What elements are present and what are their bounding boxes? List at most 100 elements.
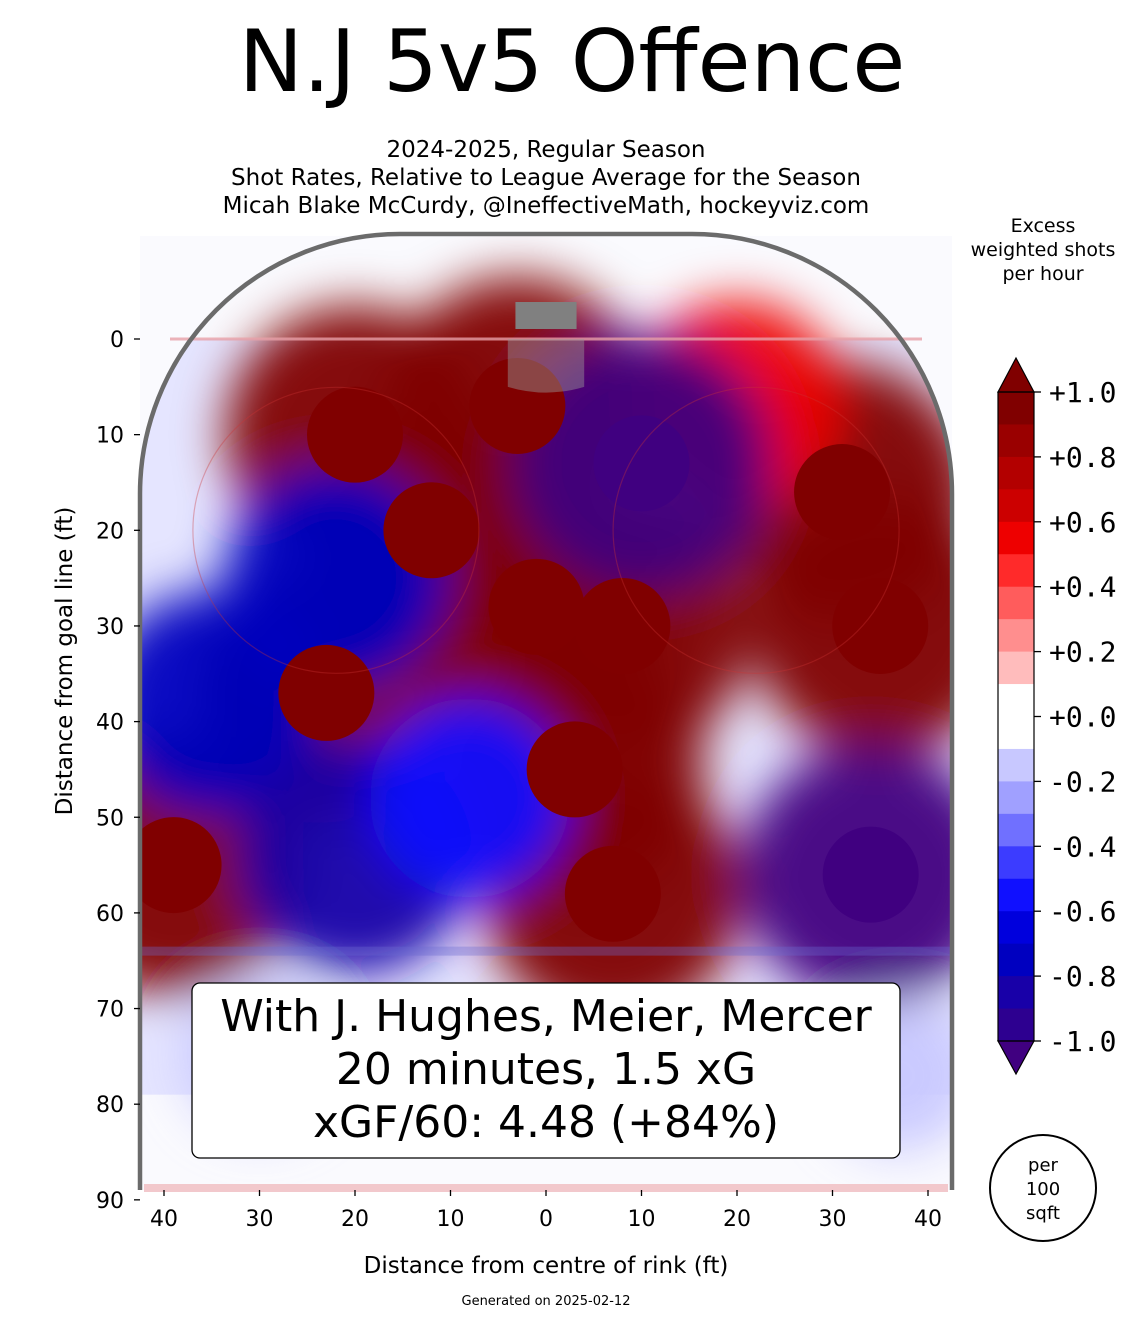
y-tick-label: 70: [96, 998, 124, 1023]
x-tick-label: 20: [341, 1207, 369, 1232]
y-tick-label: 10: [96, 424, 124, 449]
goal-crease: [507, 339, 585, 393]
x-tick-label: 0: [539, 1207, 553, 1232]
heat-core: [593, 415, 690, 512]
colorbar-tick-label: -0.4: [1049, 830, 1116, 863]
colorbar-band: [998, 521, 1034, 555]
colorbar-tick-label: -0.6: [1049, 895, 1116, 928]
annotation-line-minutes: 20 minutes, 1.5 xG: [336, 1044, 756, 1095]
colorbar-title-line-3: per hour: [1002, 263, 1084, 285]
colorbar-band: [998, 781, 1034, 815]
heatmap-layer: [140, 275, 952, 1152]
colorbar-band: [998, 748, 1034, 782]
x-axis-label: Distance from centre of rink (ft): [364, 1253, 729, 1279]
goal-net: [515, 302, 577, 329]
colorbar-tick-label: +0.2: [1049, 636, 1116, 669]
annotation-line-xgf: xGF/60: 4.48 (+84%): [313, 1097, 779, 1148]
colorbar-band: [998, 392, 1034, 426]
heat-core: [574, 577, 671, 674]
colorbar-band: [998, 586, 1034, 620]
y-tick-label: 90: [96, 1189, 124, 1214]
faceoff-circle-right: [612, 386, 900, 674]
colorbar-band: [998, 619, 1034, 653]
y-axis-label: Distance from goal line (ft): [52, 507, 78, 816]
y-tick-label: 40: [96, 711, 124, 736]
heat-region: [140, 590, 324, 815]
subtitle-line-author: Micah Blake McCurdy, @IneffectiveMath, h…: [222, 193, 870, 219]
subtitle-line-metric: Shot Rates, Relative to League Average f…: [231, 165, 861, 191]
heat-core: [564, 845, 661, 942]
colorbar-title-line-1: Excess: [1010, 215, 1076, 237]
subtitle-line-season: 2024-2025, Regular Season: [386, 137, 706, 163]
colorbar: +1.0 +0.8 +0.6 +0.4 +0.2 +0.0 -0.2 -0.4 -0.6 -0.8…: [996, 356, 1116, 1076]
y-tick-label: 20: [96, 519, 124, 544]
colorbar-band: [998, 911, 1034, 945]
scale-note: per 100 sqft: [989, 1134, 1097, 1242]
colorbar-band: [998, 716, 1034, 750]
heat-core: [383, 482, 480, 579]
heat-region: [369, 698, 570, 899]
colorbar-band: [998, 456, 1034, 490]
y-tick-label: 80: [96, 1093, 124, 1118]
colorbar-band: [998, 878, 1034, 912]
x-tick-label: 10: [628, 1207, 656, 1232]
colorbar-band: [998, 684, 1034, 718]
heat-core: [140, 817, 222, 914]
annotation-line-players: With J. Hughes, Meier, Mercer: [220, 991, 872, 1042]
colorbar-tick-label: -0.8: [1049, 960, 1116, 993]
y-tick-label: 0: [110, 328, 124, 353]
colorbar-band: [998, 489, 1034, 523]
heat-core: [822, 826, 919, 923]
scale-note-line-1: per: [1028, 1155, 1059, 1176]
scale-note-line-2: 100: [1026, 1179, 1060, 1200]
colorbar-band: [998, 651, 1034, 685]
x-tick-label: 40: [914, 1207, 942, 1232]
colorbar-tick-label: -0.2: [1049, 765, 1116, 798]
y-tick-label: 50: [96, 806, 124, 831]
colorbar-tick-label: -1.0: [1049, 1025, 1116, 1058]
colorbar-title-line-2: weighted shots: [970, 239, 1116, 261]
rink-boards: [137, 231, 955, 1190]
colorbar-band: [998, 846, 1034, 880]
y-tick-label: 60: [96, 902, 124, 927]
faceoff-circle-left: [192, 386, 480, 674]
colorbar-band: [998, 1008, 1034, 1042]
colorbar-band: [998, 976, 1034, 1010]
x-tick-label: 40: [150, 1207, 178, 1232]
colorbar-tick-label: +0.8: [1049, 441, 1116, 474]
generated-footer: Generated on 2025-02-12: [461, 1294, 631, 1309]
x-tick-label: 30: [819, 1207, 847, 1232]
heat-core: [469, 357, 566, 454]
heat-core: [278, 644, 375, 741]
colorbar-band: [998, 943, 1034, 977]
colorbar-title: Excess weighted shots per hour: [950, 214, 1136, 286]
scale-note-circle: [989, 1134, 1097, 1242]
heat-core: [307, 386, 403, 483]
scale-note-line-3: sqft: [1026, 1203, 1060, 1224]
colorbar-tick-label: +0.6: [1049, 506, 1116, 539]
rink-markings: [140, 302, 952, 1192]
colorbar-extend-top: [997, 356, 1035, 393]
colorbar-band: [998, 554, 1034, 588]
x-tick-label: 20: [723, 1207, 751, 1232]
x-tick-label: 30: [246, 1207, 274, 1232]
colorbar-tick-label: +1.0: [1049, 376, 1116, 409]
chart-subtitle: 2024-2025, Regular Season Shot Rates, Re…: [0, 136, 1092, 220]
x-tick-label: 10: [437, 1207, 465, 1232]
colorbar-tick-label: +0.0: [1049, 701, 1116, 734]
heat-core: [794, 444, 891, 541]
heat-core: [488, 558, 585, 655]
annotation-frame: [191, 982, 901, 1159]
centre-line: [144, 1184, 948, 1192]
y-tick-label: 30: [96, 615, 124, 640]
chart-title: N.J 5v5 Offence: [238, 12, 906, 112]
colorbar-tick-label: +0.4: [1049, 571, 1116, 604]
axes: 0 10 20 30 40 50 60 70 80 90 40 30 20 10 0 10 20 30 40 Dist…: [52, 328, 942, 1279]
annotation-box: With J. Hughes, Meier, Mercer 20 minutes…: [191, 982, 901, 1159]
heat-core: [526, 721, 623, 818]
colorbar-band: [998, 424, 1034, 458]
colorbar-extend-bottom: [996, 1040, 1036, 1076]
colorbar-band: [998, 813, 1034, 847]
heat-core: [832, 577, 929, 674]
